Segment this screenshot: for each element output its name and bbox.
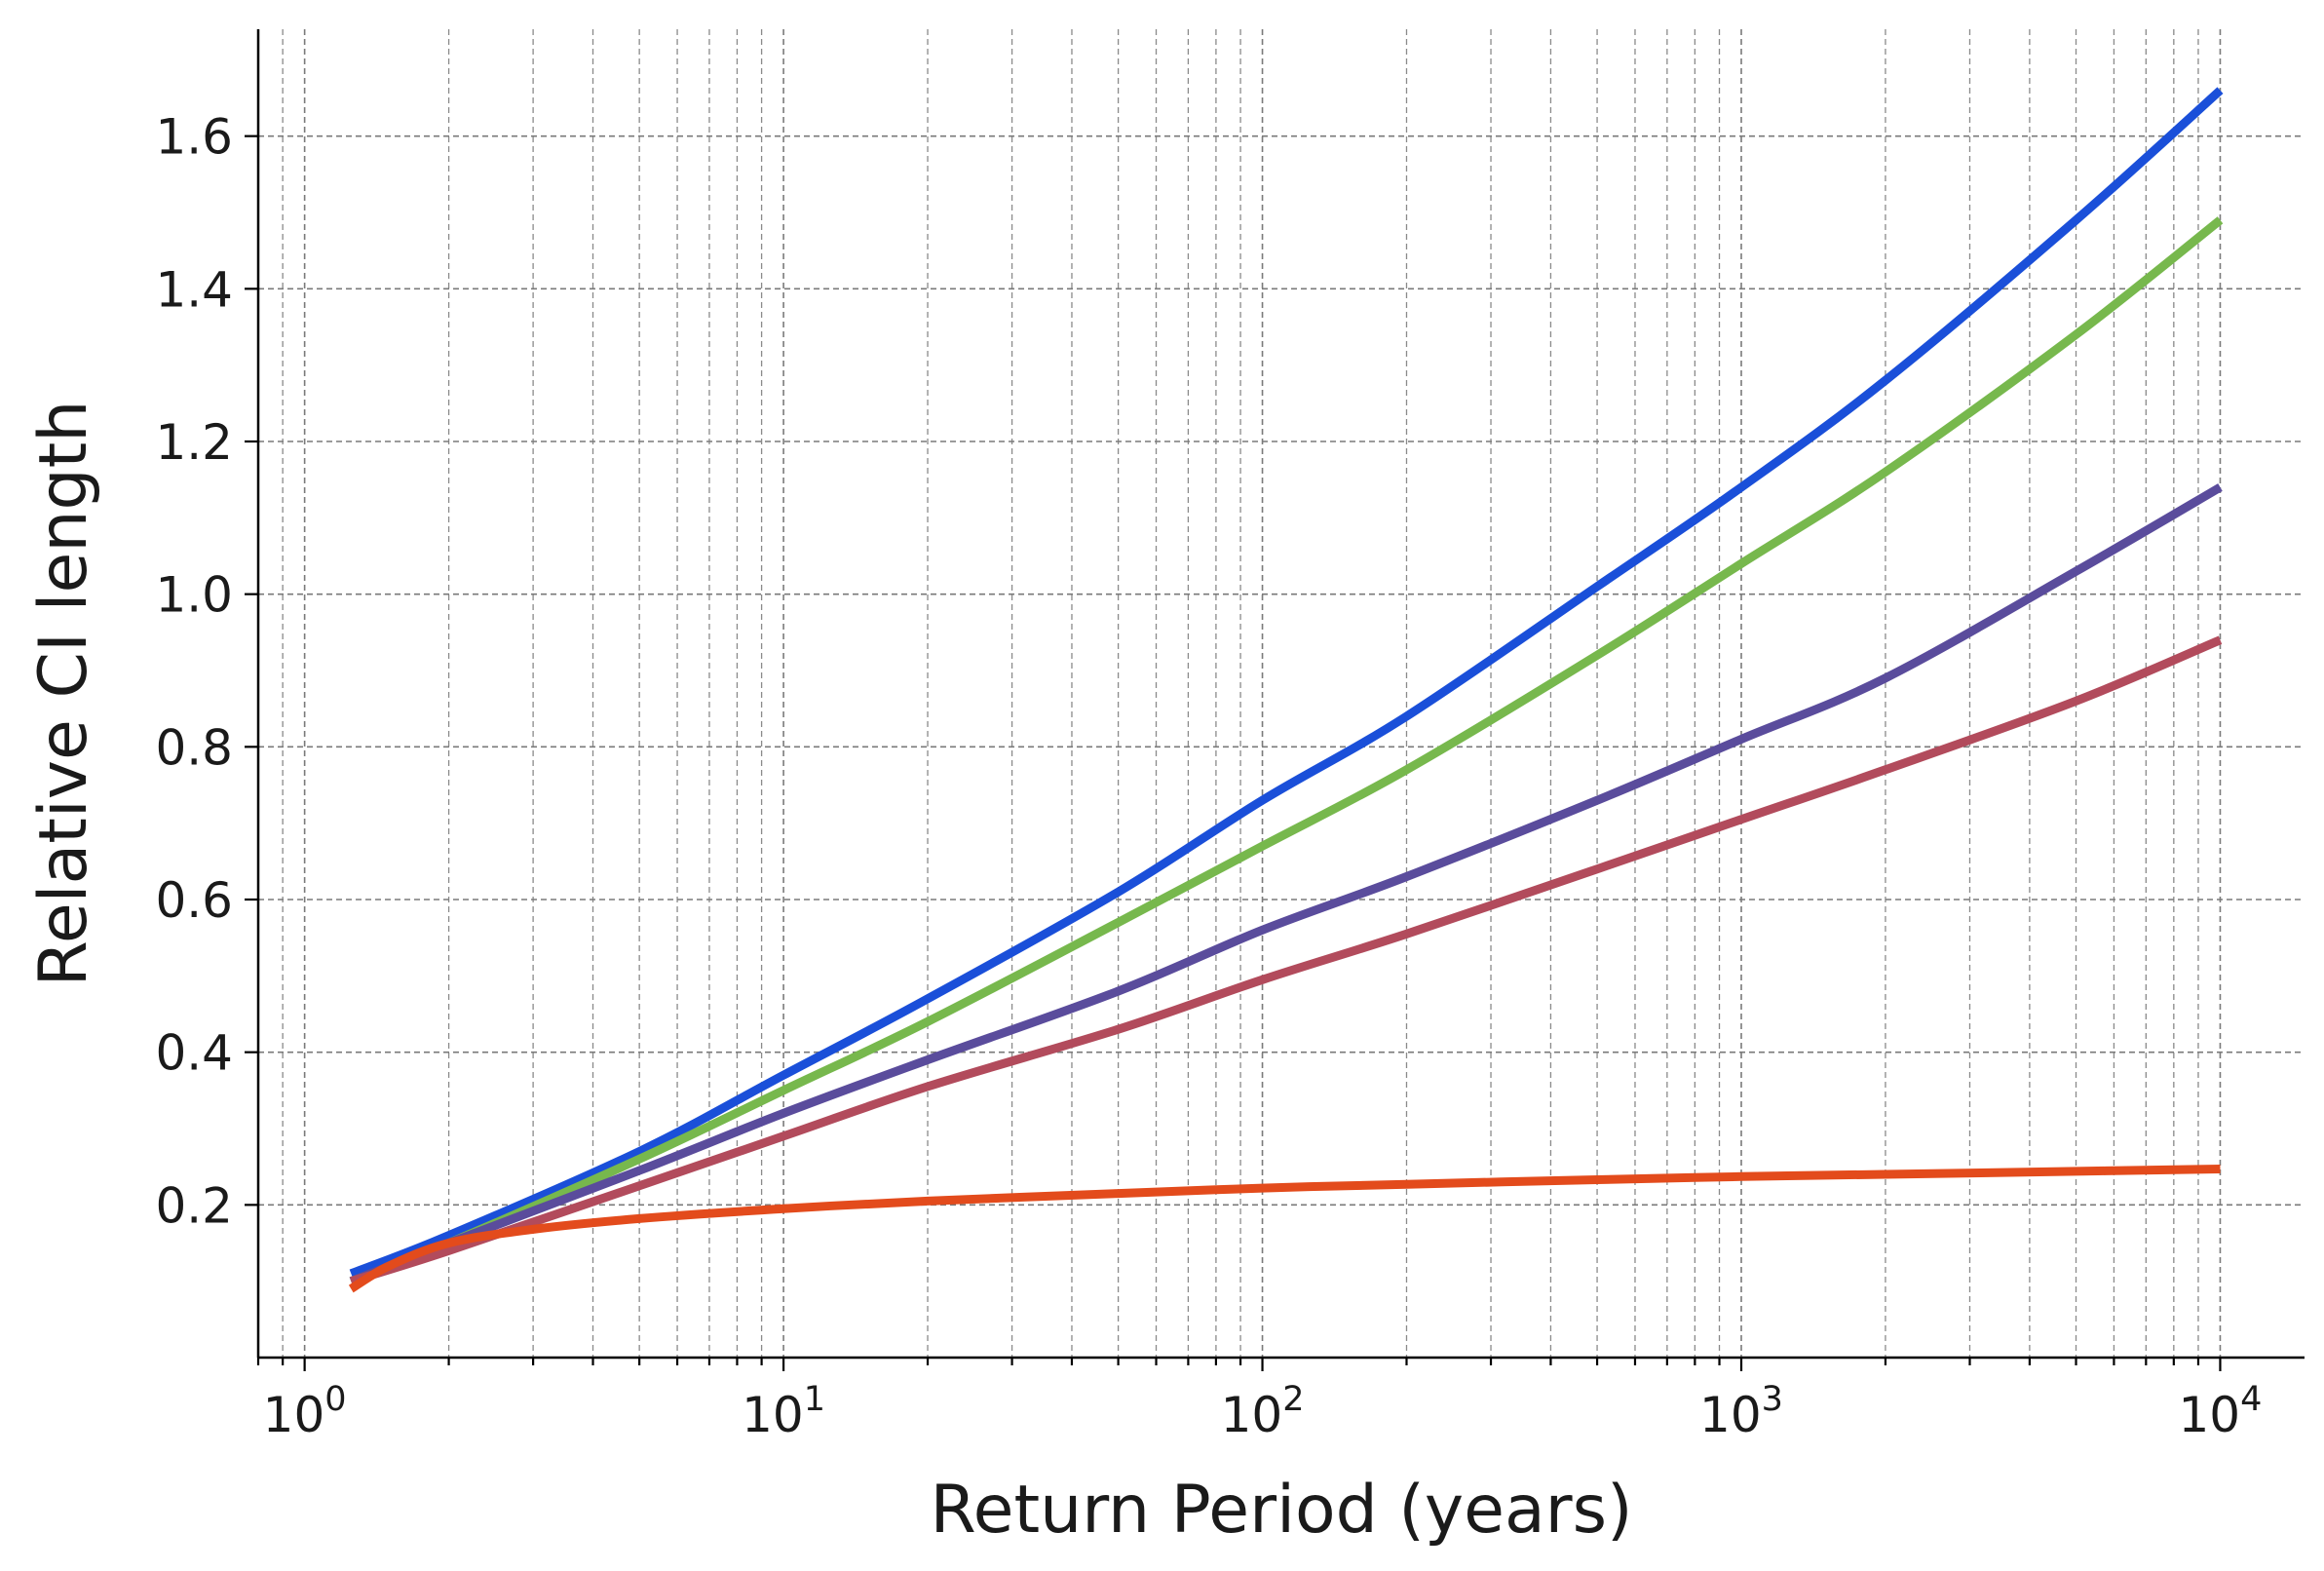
axis-ticks xyxy=(245,134,2222,1371)
y-tick-label: 1.0 xyxy=(155,567,233,624)
y-tick-label: 0.4 xyxy=(155,1025,233,1082)
x-tick-label: 103 xyxy=(1699,1380,1783,1443)
series-line-1 xyxy=(349,87,2224,1278)
y-tick-label: 1.6 xyxy=(155,109,233,166)
y-tick-label: 1.2 xyxy=(155,414,233,471)
x-tick-label: 104 xyxy=(2179,1380,2263,1443)
x-tick-label: 100 xyxy=(263,1380,347,1443)
y-tick-label: 1.4 xyxy=(155,261,233,318)
series-line-2 xyxy=(349,216,2224,1285)
y-tick-label: 0.6 xyxy=(155,872,233,929)
series-line-3 xyxy=(349,483,2223,1285)
x-tick-label: 101 xyxy=(742,1380,825,1443)
x-tick-label: 102 xyxy=(1221,1380,1305,1443)
tick-labels: 0.2 0.4 0.6 0.8 1.0 1.2 1.4 1.6 100 101 102 103 104 xyxy=(155,109,2262,1443)
axes-spines xyxy=(256,29,2305,1360)
series-line-4 xyxy=(349,635,2223,1285)
series-line-5 xyxy=(348,1165,2221,1293)
series-layer xyxy=(348,87,2224,1293)
x-axis-label: Return Period (years) xyxy=(930,1472,1632,1549)
y-tick-label: 0.2 xyxy=(155,1177,233,1234)
y-tick-label: 0.8 xyxy=(155,719,233,776)
y-axis-label: Relative CI length xyxy=(25,401,102,987)
